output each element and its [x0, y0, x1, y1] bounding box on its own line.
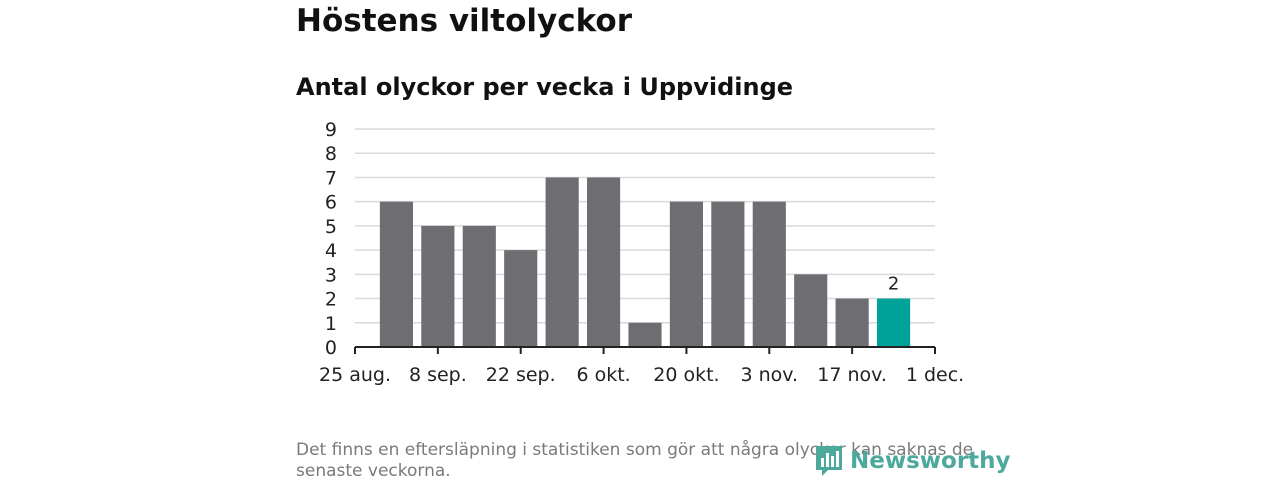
bar — [711, 201, 745, 347]
chart-subtitle: Antal olyckor per vecka i Uppvidinge — [296, 73, 794, 101]
y-tick-label: 1 — [325, 313, 337, 335]
logo-text: Newsworthy — [850, 448, 1011, 474]
x-tick-label: 6 okt. — [576, 364, 630, 386]
bar — [794, 274, 828, 347]
bar — [752, 201, 786, 347]
bar-chart-speech-icon — [816, 446, 842, 476]
bar — [835, 298, 869, 347]
y-tick-label: 0 — [325, 337, 337, 359]
y-tick-label: 7 — [325, 167, 337, 189]
x-tick-label: 22 sep. — [486, 364, 556, 386]
bar — [421, 225, 455, 347]
newsworthy-logo: Newsworthy — [814, 444, 1011, 478]
y-tick-label: 8 — [325, 143, 337, 165]
bar — [628, 322, 662, 347]
page-title: Höstens viltolyckor — [296, 3, 633, 39]
x-tick-label: 1 dec. — [906, 364, 964, 386]
y-tick-label: 9 — [325, 119, 337, 141]
bar — [669, 201, 703, 347]
y-tick-label: 2 — [325, 289, 337, 311]
y-tick-label: 6 — [325, 192, 337, 214]
y-tick-label: 5 — [325, 216, 337, 238]
x-tick-label: 25 aug. — [319, 364, 391, 386]
bar-highlight — [877, 298, 911, 347]
y-tick-label: 4 — [325, 240, 337, 262]
bar — [587, 177, 621, 347]
x-tick-label: 17 nov. — [817, 364, 887, 386]
bar-value-label: 2 — [888, 274, 899, 295]
x-tick-label: 3 nov. — [740, 364, 798, 386]
bar — [462, 225, 496, 347]
x-tick-label: 8 sep. — [409, 364, 467, 386]
bar — [379, 201, 413, 347]
footnote: Det finns en eftersläpning i statistiken… — [296, 440, 974, 481]
y-tick-label: 3 — [325, 264, 337, 286]
bar — [545, 177, 579, 347]
bar — [504, 250, 538, 347]
x-tick-label: 20 okt. — [653, 364, 719, 386]
